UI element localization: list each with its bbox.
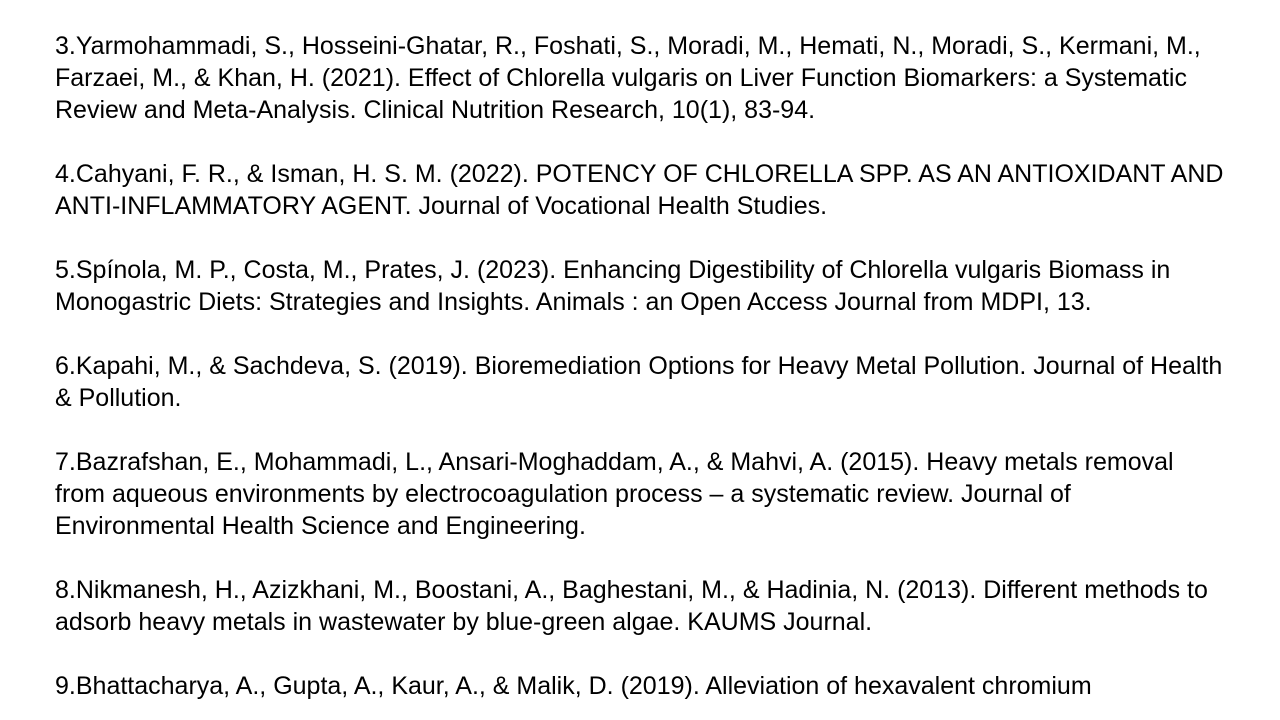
reference-text: Bhattacharya, A., Gupta, A., Kaur, A., &… bbox=[76, 672, 1092, 700]
reference-number: 8. bbox=[55, 576, 76, 604]
reference-text: Spínola, M. P., Costa, M., Prates, J. (2… bbox=[55, 256, 1170, 316]
reference-number: 3. bbox=[55, 32, 76, 60]
reference-number: 7. bbox=[55, 448, 76, 476]
reference-text: Kapahi, M., & Sachdeva, S. (2019). Biore… bbox=[55, 352, 1222, 412]
reference-list: 3.Yarmohammadi, S., Hosseini-Ghatar, R.,… bbox=[0, 0, 1280, 702]
reference-text: Bazrafshan, E., Mohammadi, L., Ansari-Mo… bbox=[55, 448, 1174, 540]
reference-number: 9. bbox=[55, 672, 76, 700]
reference-number: 5. bbox=[55, 256, 76, 284]
reference-item: 9.Bhattacharya, A., Gupta, A., Kaur, A.,… bbox=[55, 670, 1225, 702]
reference-item: 6.Kapahi, M., & Sachdeva, S. (2019). Bio… bbox=[55, 350, 1225, 414]
reference-number: 6. bbox=[55, 352, 76, 380]
reference-item: 5.Spínola, M. P., Costa, M., Prates, J. … bbox=[55, 254, 1225, 318]
reference-text: Nikmanesh, H., Azizkhani, M., Boostani, … bbox=[55, 576, 1208, 636]
reference-item: 4.Cahyani, F. R., & Isman, H. S. M. (202… bbox=[55, 158, 1225, 222]
reference-text: Cahyani, F. R., & Isman, H. S. M. (2022)… bbox=[55, 160, 1223, 220]
reference-item: 8.Nikmanesh, H., Azizkhani, M., Boostani… bbox=[55, 574, 1225, 638]
reference-text: Yarmohammadi, S., Hosseini-Ghatar, R., F… bbox=[55, 32, 1201, 124]
reference-item: 3.Yarmohammadi, S., Hosseini-Ghatar, R.,… bbox=[55, 30, 1225, 126]
reference-number: 4. bbox=[55, 160, 76, 188]
reference-item: 7.Bazrafshan, E., Mohammadi, L., Ansari-… bbox=[55, 446, 1225, 542]
